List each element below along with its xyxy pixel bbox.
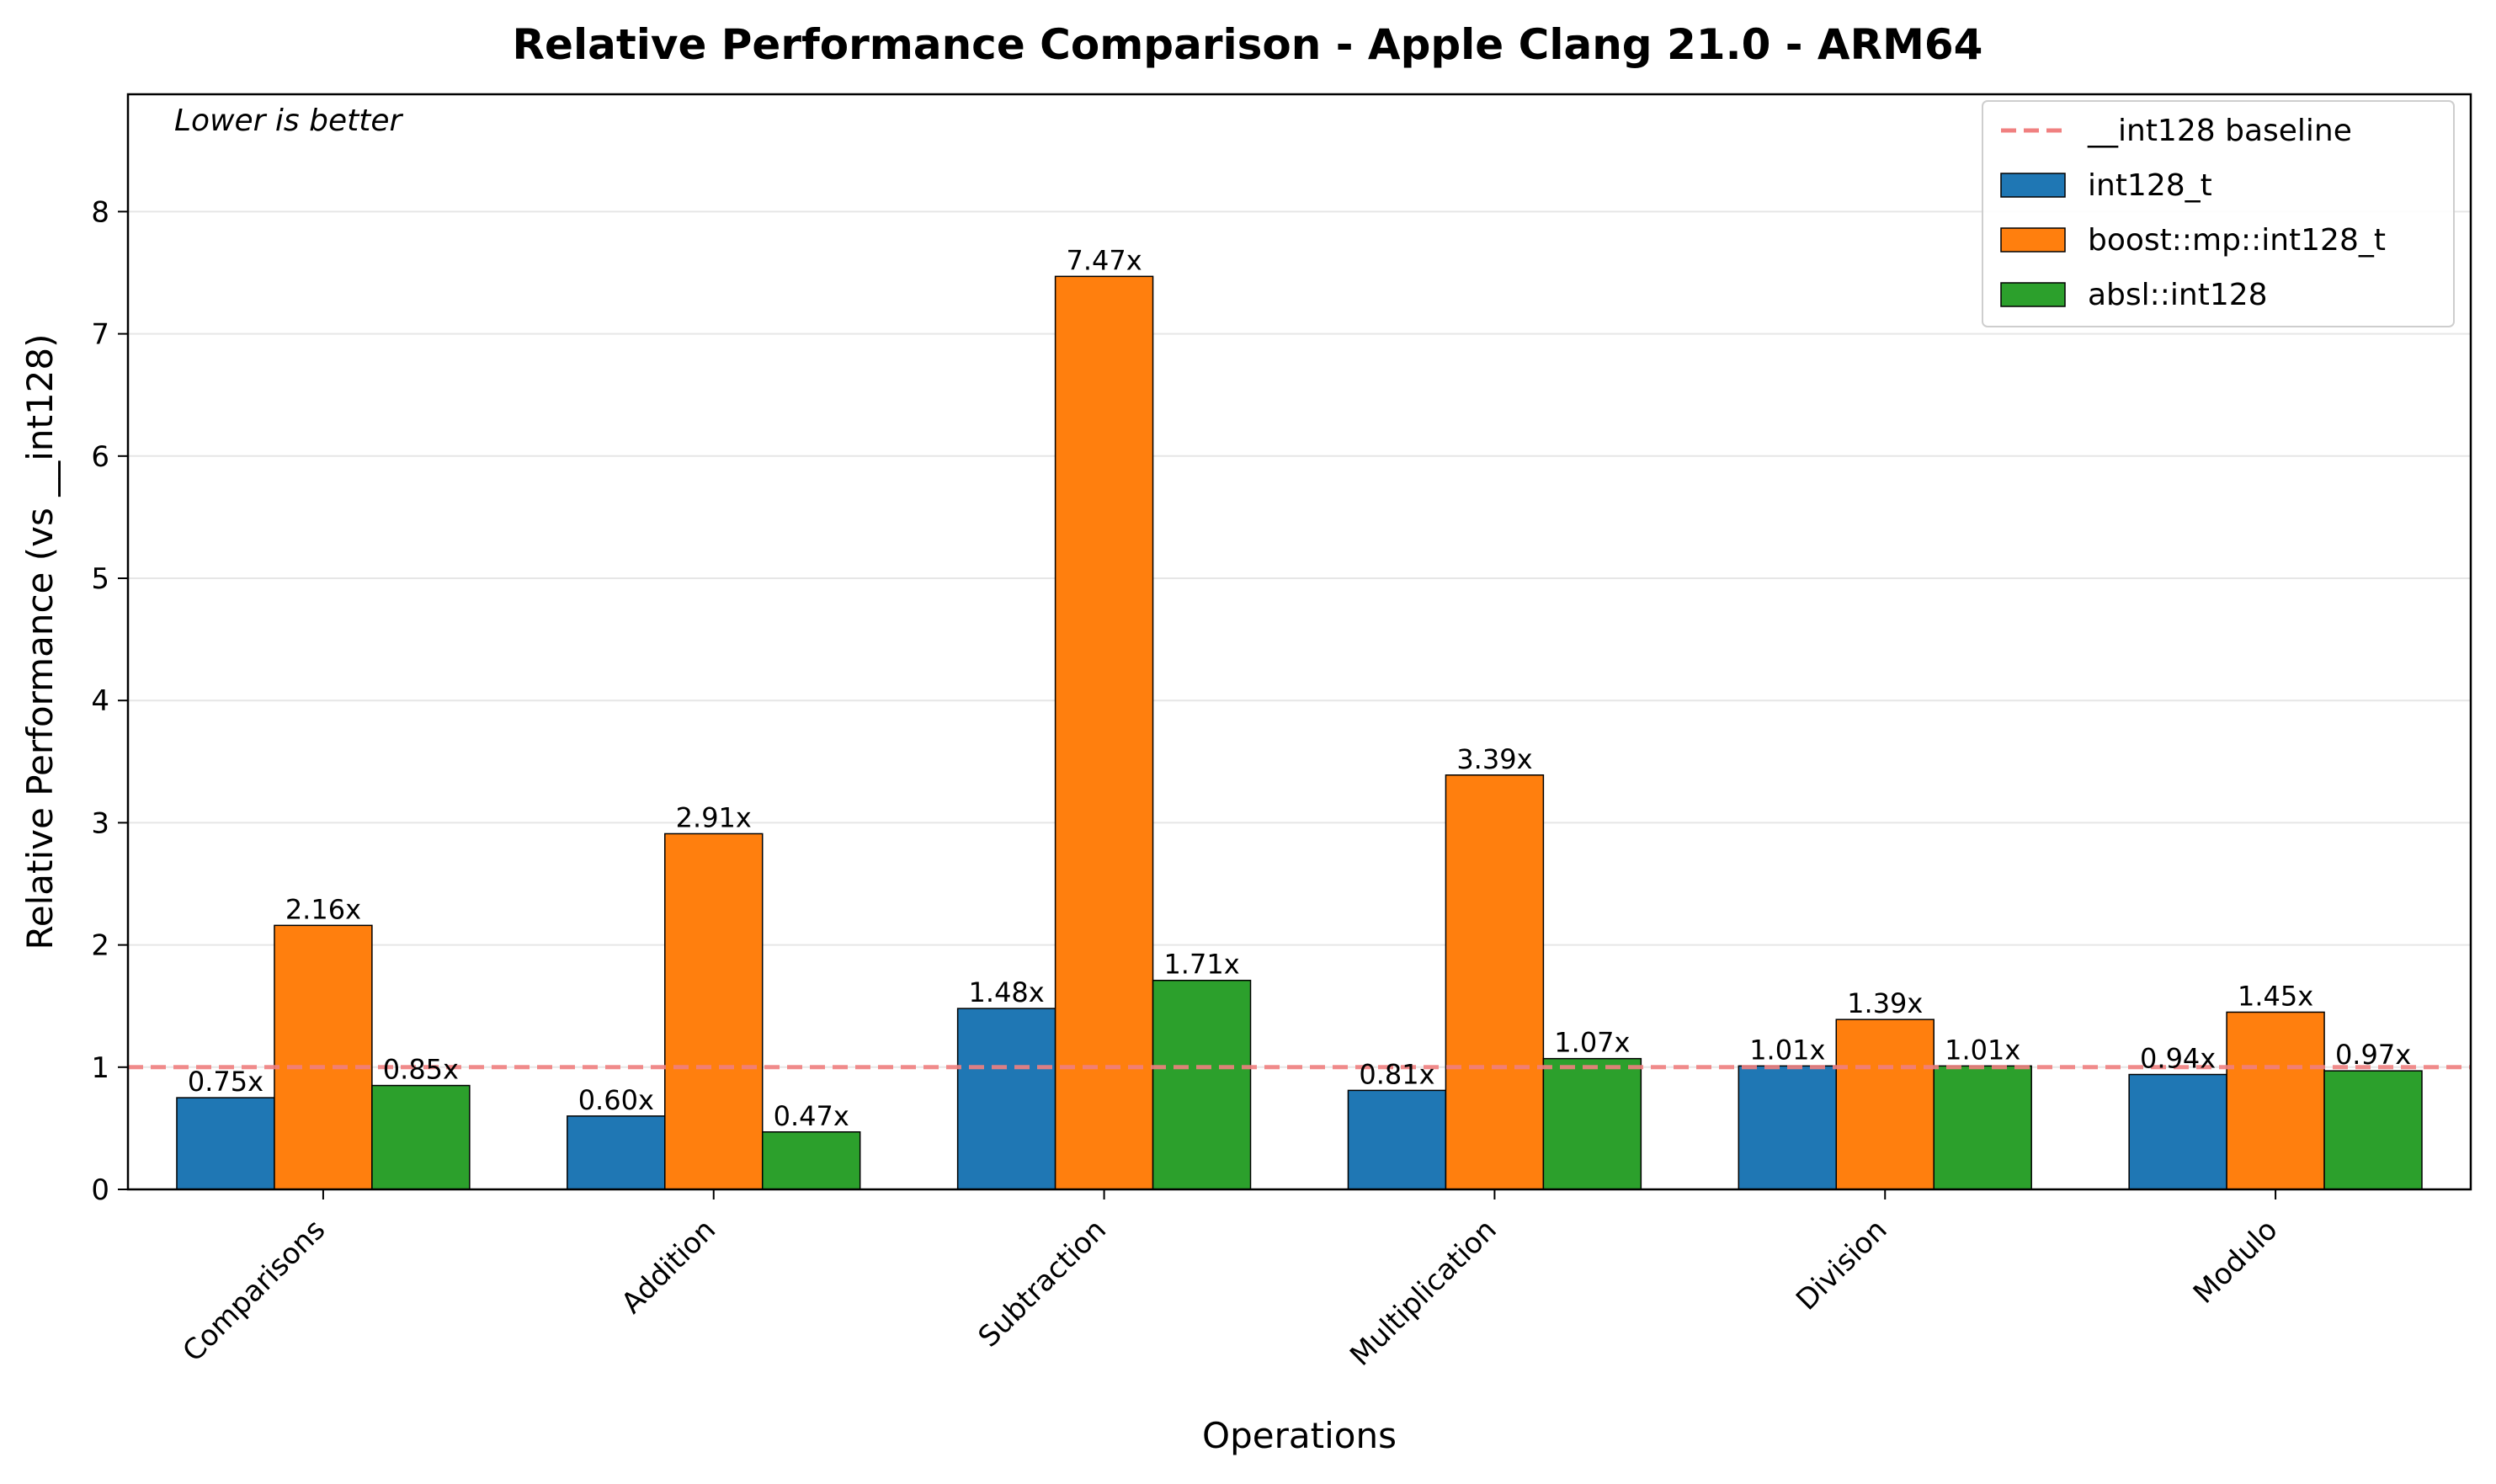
y-axis-ticks: 0 1 2 3 4 5 6 7 8 xyxy=(91,195,128,1207)
bar-value-label: 1.45x xyxy=(2238,980,2313,1012)
bar-value-label: 0.97x xyxy=(2335,1039,2411,1071)
bar-boost::mp::int128_t-Modulo xyxy=(2226,1011,2325,1190)
legend: __int128 baselineint128_tboost::mp::int1… xyxy=(1982,100,2455,327)
bar-int128_t-Subtraction xyxy=(956,1008,1056,1190)
bar-value-label: 0.47x xyxy=(774,1100,849,1132)
bar-value-label: 1.48x xyxy=(969,976,1045,1008)
y-tick-label: 6 xyxy=(91,440,109,474)
y-tick-label: 3 xyxy=(91,806,109,840)
bar-absl::int128-Division xyxy=(1933,1065,2032,1190)
x-tick-label: Subtraction xyxy=(972,1213,1113,1354)
bar-absl::int128-Modulo xyxy=(2323,1070,2423,1190)
bar-boost::mp::int128_t-Comparisons xyxy=(274,924,373,1190)
x-tick-label: Addition xyxy=(615,1213,723,1321)
legend-swatch xyxy=(2000,227,2066,253)
bar-absl::int128-Subtraction xyxy=(1152,979,1252,1190)
bar-boost::mp::int128_t-Division xyxy=(1835,1019,1935,1190)
legend-box xyxy=(1982,100,2455,327)
bar-labels: 0.75x 0.60x 1.48x 0.81x 1.01x 0.94x 2.16x 2.91x… xyxy=(188,244,2411,1131)
bars xyxy=(176,275,2423,1190)
x-tick-label: Division xyxy=(1790,1213,1894,1317)
x-tick-label: Comparisons xyxy=(177,1213,333,1369)
y-tick-label: 1 xyxy=(91,1051,109,1085)
y-tick-label: 0 xyxy=(91,1173,109,1207)
bar-value-label: 2.91x xyxy=(676,801,752,833)
legend-swatch xyxy=(2000,173,2066,198)
y-tick-label: 5 xyxy=(91,562,109,596)
bar-value-label: 0.81x xyxy=(1359,1058,1434,1090)
bar-value-label: 1.01x xyxy=(1945,1034,2020,1066)
y-tick-label: 8 xyxy=(91,195,109,229)
bar-absl::int128-Addition xyxy=(761,1131,861,1190)
x-tick-label: Modulo xyxy=(2187,1213,2285,1311)
bar-absl::int128-Multiplication xyxy=(1542,1057,1642,1190)
bar-value-label: 0.75x xyxy=(188,1066,263,1098)
bar-value-label: 1.39x xyxy=(1847,987,1923,1019)
x-axis-label: Operations xyxy=(1202,1415,1397,1456)
legend-swatch xyxy=(2000,282,2066,307)
bar-value-label: 0.60x xyxy=(578,1084,654,1116)
x-tick-label: Multiplication xyxy=(1344,1213,1503,1373)
bar-value-label: 3.39x xyxy=(1456,743,1532,775)
legend-entry-label: absl::int128 xyxy=(2088,278,2268,312)
bar-boost::mp::int128_t-Multiplication xyxy=(1445,774,1545,1190)
y-tick-label: 4 xyxy=(91,684,109,718)
chart-title: Relative Performance Comparison - Apple … xyxy=(513,20,1983,69)
chart-annotation: Lower is better xyxy=(174,104,403,138)
bar-int128_t-Division xyxy=(1738,1065,1838,1190)
legend-entry-label: __int128 baseline xyxy=(2087,114,2352,148)
y-tick-label: 2 xyxy=(91,929,109,963)
legend-entry-label: int128_t xyxy=(2088,168,2212,203)
bar-value-label: 7.47x xyxy=(1066,244,1142,276)
bar-boost::mp::int128_t-Addition xyxy=(664,832,764,1190)
bar-int128_t-Multiplication xyxy=(1347,1089,1447,1190)
bar-int128_t-Addition xyxy=(567,1115,666,1190)
plot-frame xyxy=(126,93,2472,1191)
y-axis-label: Relative Performance (vs __int128) xyxy=(19,333,61,949)
bar-value-label: 1.07x xyxy=(1554,1027,1630,1059)
bar-value-label: 1.71x xyxy=(1163,949,1239,981)
y-tick-label: 7 xyxy=(91,318,109,352)
bar-value-label: 1.01x xyxy=(1749,1034,1825,1066)
bar-boost::mp::int128_t-Subtraction xyxy=(1054,275,1154,1190)
x-axis-ticks: Comparisons Addition Subtraction Multiplica… xyxy=(177,1189,2285,1373)
bar-value-label: 2.16x xyxy=(285,893,361,925)
legend-entry-label: boost::mp::int128_t xyxy=(2088,223,2386,258)
grid-lines xyxy=(128,210,2471,1068)
bar-value-label: 0.94x xyxy=(2140,1043,2216,1075)
bar-int128_t-Comparisons xyxy=(176,1097,275,1190)
bar-absl::int128-Comparisons xyxy=(371,1084,471,1190)
bar-value-label: 0.85x xyxy=(383,1054,459,1086)
bar-int128_t-Modulo xyxy=(2128,1073,2227,1190)
